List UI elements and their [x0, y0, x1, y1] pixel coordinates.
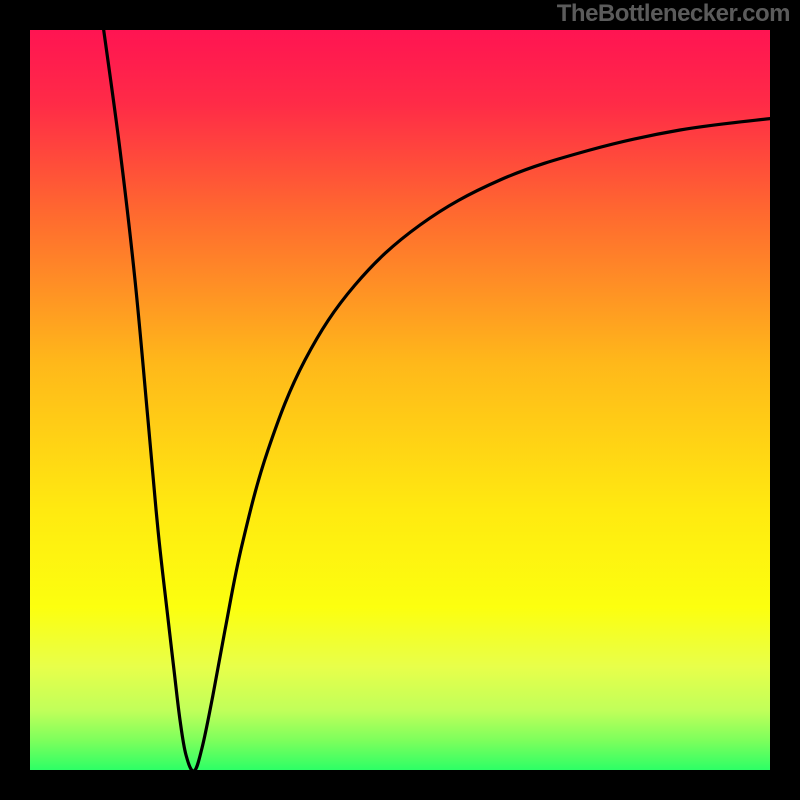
gradient-plot-area [30, 30, 770, 770]
attribution-text: TheBottlenecker.com [557, 0, 790, 28]
bottleneck-chart-svg [0, 0, 800, 800]
chart-canvas: TheBottlenecker.com [0, 0, 800, 800]
